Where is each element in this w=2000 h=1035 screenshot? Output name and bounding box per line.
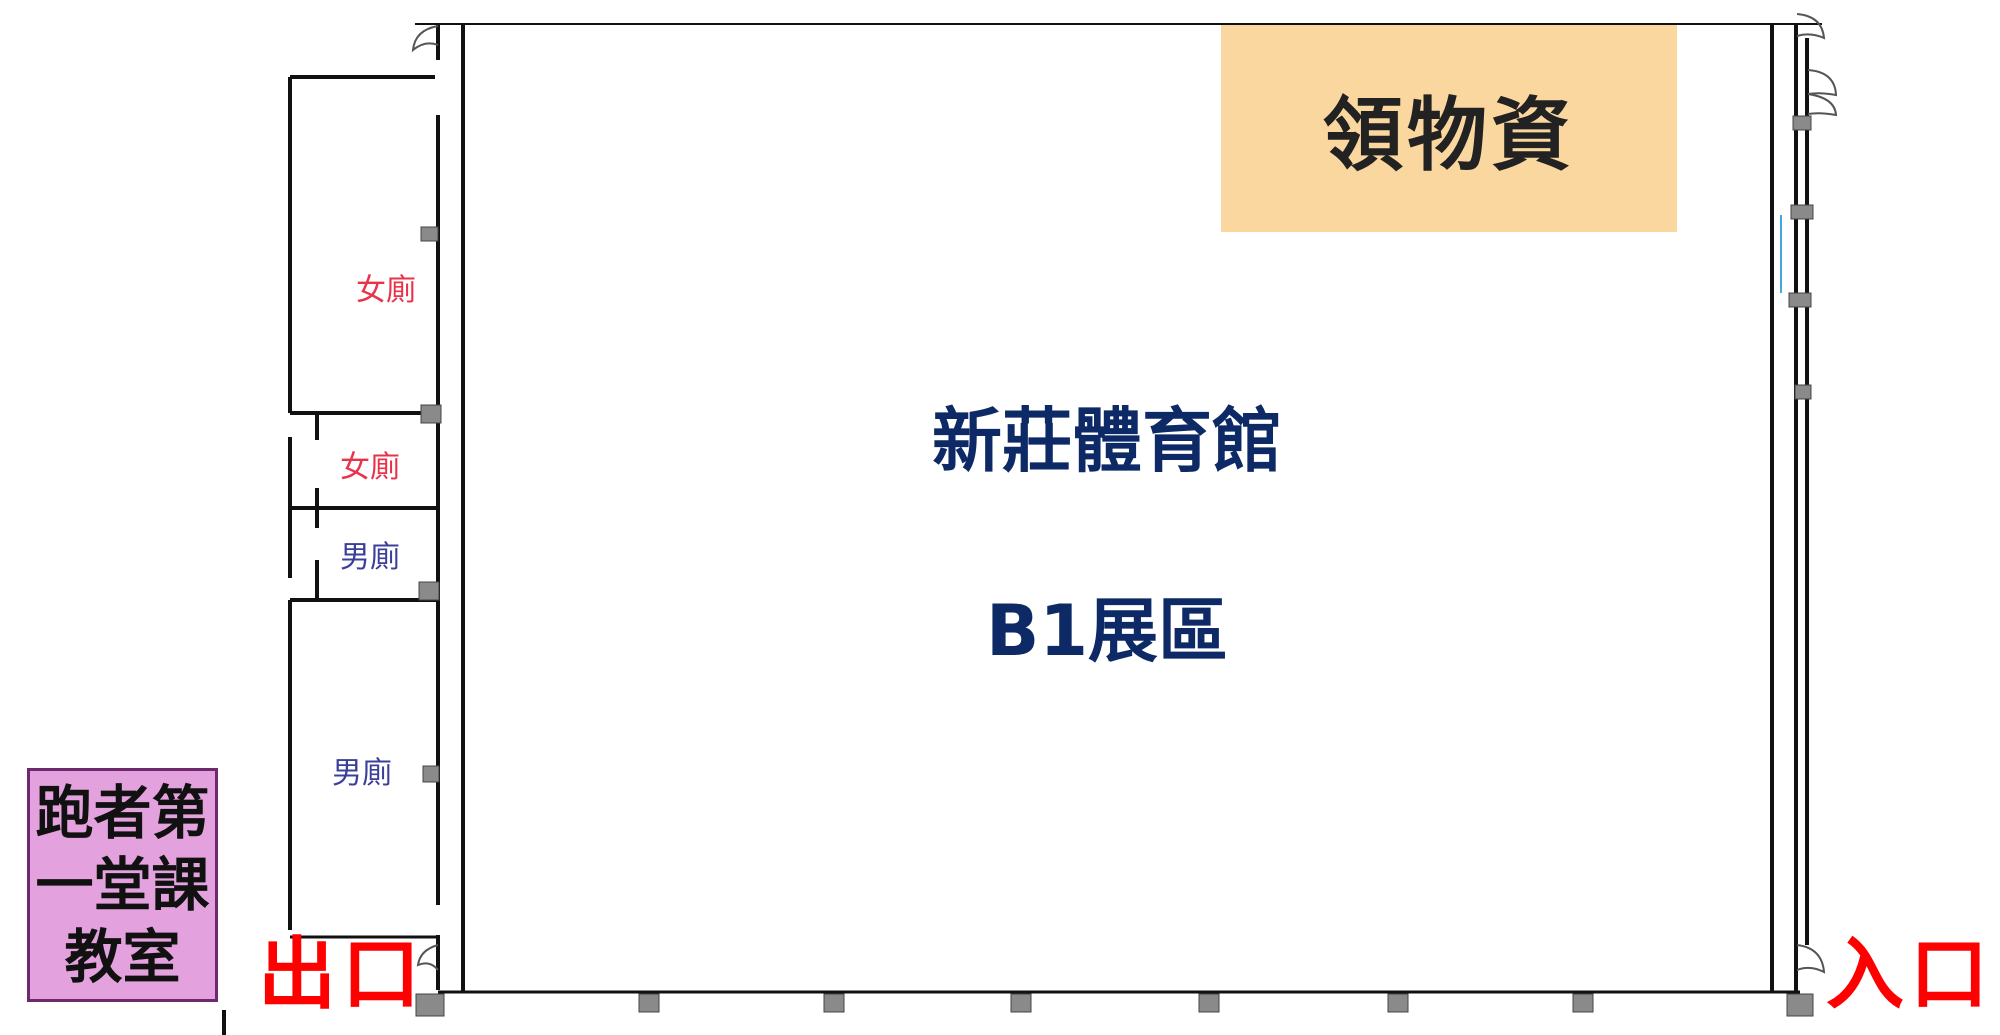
door-icon — [1796, 13, 1826, 40]
columns — [415, 115, 1814, 1017]
area-name: B1展區 — [985, 590, 1229, 672]
classroom-box: 跑者第 一堂課 教室 — [27, 768, 218, 1002]
door-swings — [411, 13, 1838, 974]
exit-label: 出口 — [258, 930, 427, 1020]
classroom-line: 一堂課 — [35, 851, 210, 919]
entrance-label: 入口 — [1826, 930, 1995, 1020]
venue-name: 新莊體育館 — [932, 400, 1282, 482]
classroom-line: 跑者第 — [35, 779, 210, 847]
door-icon — [416, 944, 439, 971]
door-icon — [1796, 944, 1826, 974]
door-icon — [1807, 69, 1838, 117]
restroom-female-2: 女廁 — [340, 450, 400, 485]
restroom-male-2: 男廁 — [332, 756, 392, 791]
supply-pickup-area: 領物資 — [1221, 25, 1677, 232]
walls — [222, 23, 1822, 1035]
door-icon — [411, 25, 439, 53]
restroom-male-1: 男廁 — [340, 540, 400, 575]
restroom-female-1: 女廁 — [356, 273, 416, 308]
classroom-line: 教室 — [64, 923, 181, 991]
